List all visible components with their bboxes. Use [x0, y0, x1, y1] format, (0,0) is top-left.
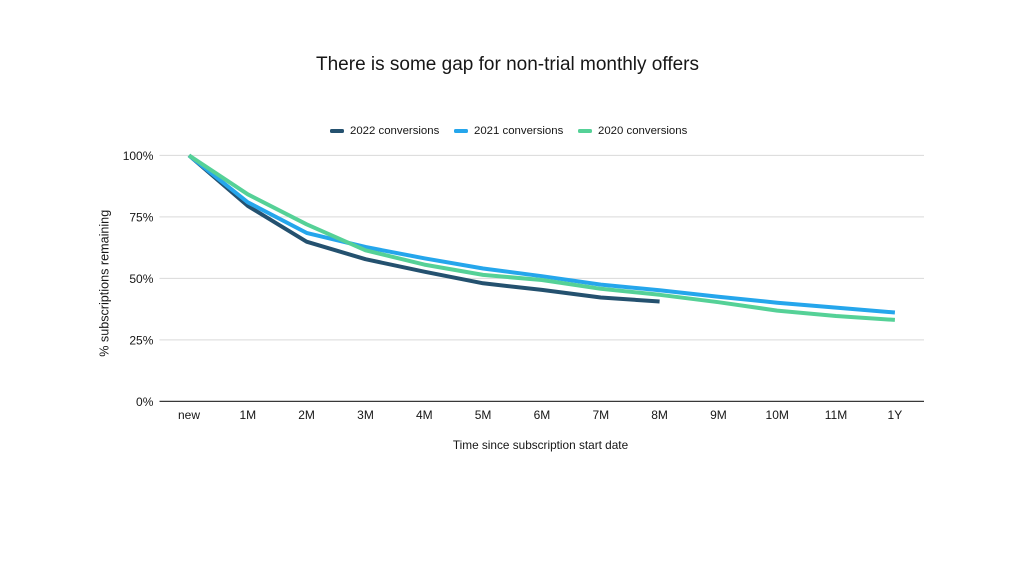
svg-text:2M: 2M [298, 408, 315, 422]
svg-text:new: new [178, 408, 200, 422]
svg-text:1Y: 1Y [888, 408, 903, 422]
svg-text:5M: 5M [475, 408, 492, 422]
svg-text:7M: 7M [592, 408, 609, 422]
svg-text:50%: 50% [129, 272, 153, 286]
svg-text:8M: 8M [651, 408, 668, 422]
svg-text:100%: 100% [123, 149, 154, 163]
svg-text:4M: 4M [416, 408, 433, 422]
svg-text:25%: 25% [129, 334, 153, 348]
svg-text:3M: 3M [357, 408, 374, 422]
svg-text:% subscriptions remaining: % subscriptions remaining [98, 210, 112, 357]
svg-text:Time since subscription start: Time since subscription start date [453, 438, 629, 452]
svg-text:10M: 10M [766, 408, 789, 422]
svg-text:0%: 0% [136, 395, 154, 409]
svg-text:11M: 11M [825, 408, 847, 422]
svg-text:6M: 6M [534, 408, 551, 422]
svg-text:1M: 1M [239, 408, 256, 422]
svg-text:9M: 9M [710, 408, 727, 422]
svg-text:75%: 75% [129, 211, 153, 225]
